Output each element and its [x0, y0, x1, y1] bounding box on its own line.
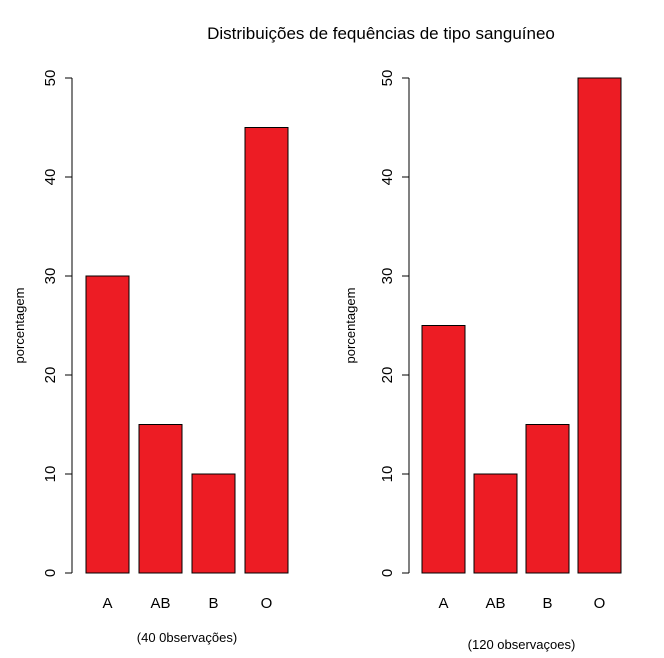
x-tick-label-b: B: [542, 595, 552, 612]
bar-o: [244, 127, 289, 574]
bar-o: [577, 77, 622, 574]
y-tick-label: 50: [42, 70, 59, 87]
chart-panel-120-observations: 0 10 20 30 40 50 A AB B O (120 observaçoes) porcent…: [343, 70, 622, 652]
x-tick-label-o: O: [261, 595, 273, 612]
figure-title: Distribuições de fequências de tipo sang…: [207, 24, 555, 43]
x-tick-label-a: A: [102, 595, 112, 612]
y-tick-label: 10: [42, 466, 59, 483]
y-tick-label: 30: [379, 268, 396, 285]
chart-panel-40-observations: 0 10 20 30 40 50 A AB B O (40 0bservações) porcenta…: [12, 70, 289, 645]
bar-a: [85, 275, 130, 574]
bar-b: [525, 424, 570, 574]
y-axis-label: porcentagem: [12, 288, 27, 364]
x-tick-label-a: A: [438, 595, 448, 612]
y-tick-label: 0: [379, 569, 396, 577]
y-tick-label: 20: [42, 367, 59, 384]
x-tick-label-ab: AB: [150, 595, 170, 612]
bar-ab: [138, 424, 183, 574]
y-tick-label: 10: [379, 466, 396, 483]
x-tick-label-ab: AB: [485, 595, 505, 612]
x-axis-label: (120 observaçoes): [468, 637, 576, 652]
y-tick-label: 40: [42, 169, 59, 186]
y-tick-label: 0: [42, 569, 59, 577]
y-tick-label: 50: [379, 70, 396, 87]
y-tick-label: 40: [379, 169, 396, 186]
x-tick-label-b: B: [208, 595, 218, 612]
x-axis-label: (40 0bservações): [137, 630, 237, 645]
bar-ab: [473, 473, 518, 574]
bar-b: [191, 473, 236, 574]
y-tick-label: 20: [379, 367, 396, 384]
y-tick-label: 30: [42, 268, 59, 285]
y-axis-label: porcentagem: [343, 288, 358, 364]
bar-a: [421, 325, 466, 574]
x-tick-label-o: O: [594, 595, 606, 612]
